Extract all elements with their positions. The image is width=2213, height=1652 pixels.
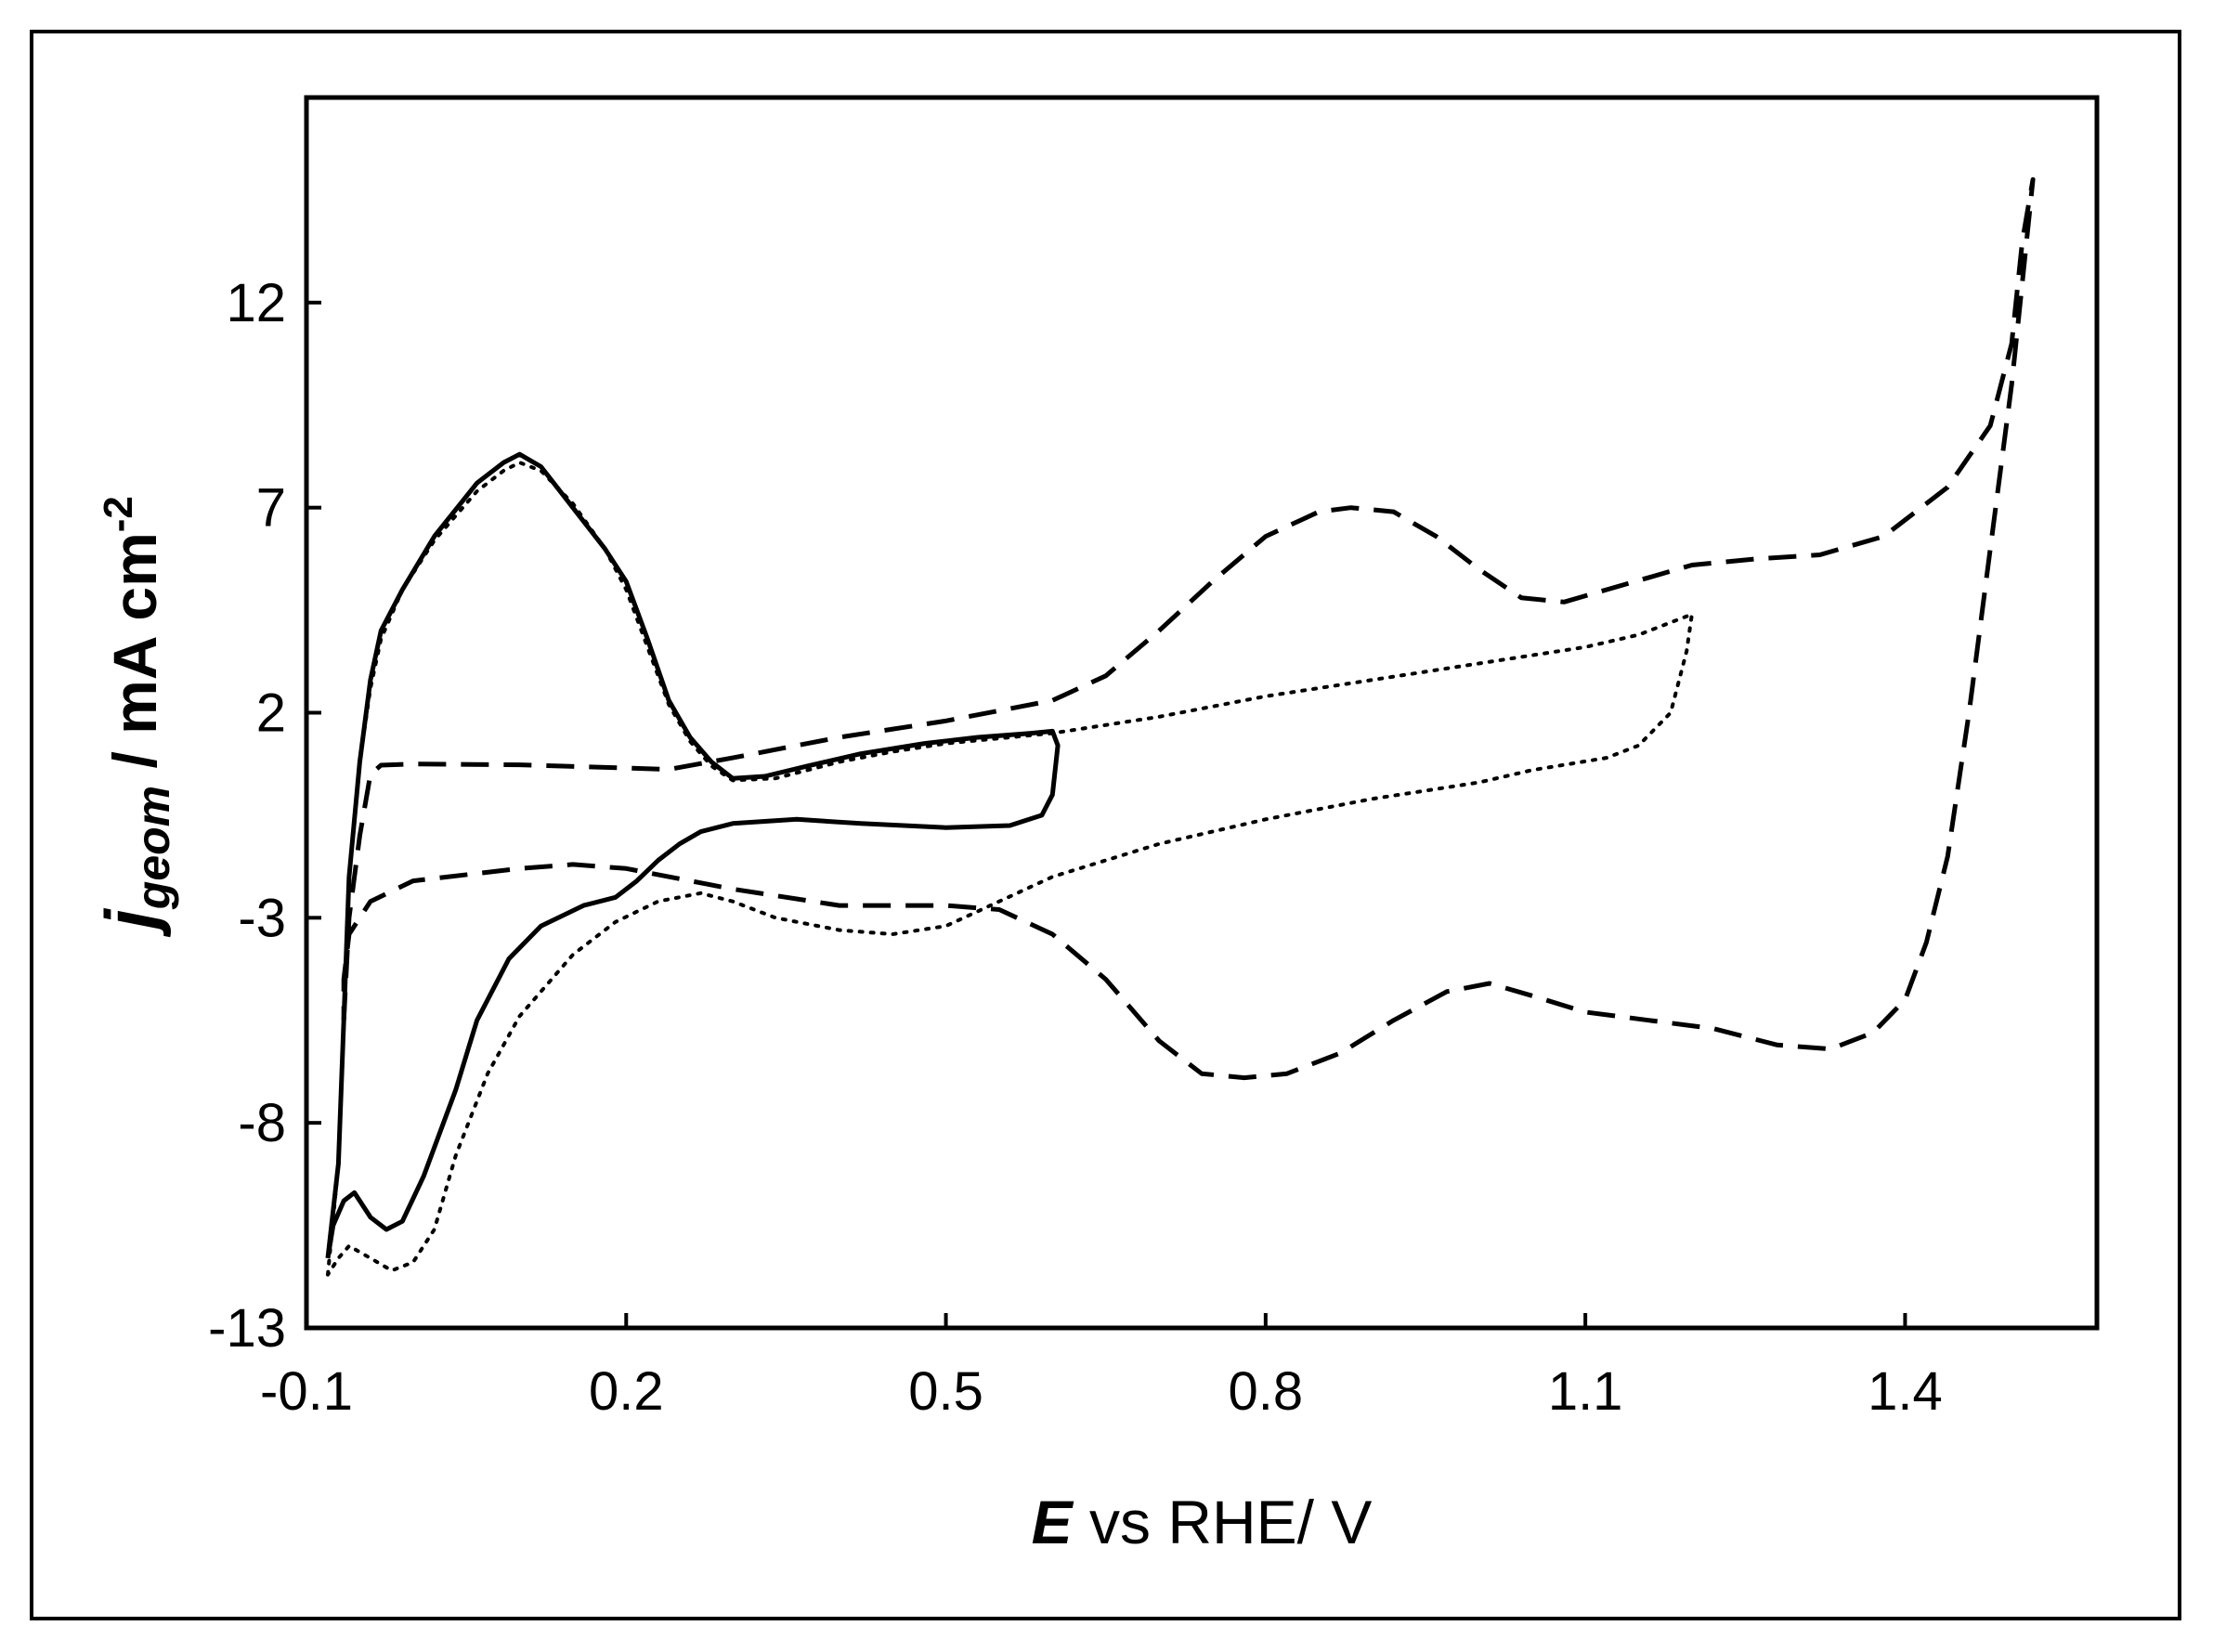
y-tick-label: -3 [238, 888, 286, 948]
y-tick-label: -8 [238, 1093, 286, 1153]
series-line-solid [325, 451, 1061, 1259]
y-axis-label-superscript: -2 [96, 496, 141, 532]
y-tick-label: -13 [208, 1298, 286, 1359]
series-layer [325, 176, 2036, 1277]
x-tick-label: -0.1 [260, 1361, 353, 1422]
x-tick-label: 0.5 [908, 1361, 983, 1422]
figure-frame [30, 30, 2181, 1620]
y-tick-label: 7 [256, 478, 286, 539]
x-axis-label-rest: vs RHE/ V [1073, 1488, 1373, 1556]
y-axis-label: jgeom / mA cm-2 [90, 496, 179, 938]
x-tick-label: 1.1 [1548, 1361, 1623, 1422]
y-axis-label-rest: / mA cm [100, 532, 169, 786]
y-tick-label: 2 [256, 683, 286, 744]
series-line-dotted [326, 461, 1694, 1277]
x-tick-label: 0.8 [1229, 1361, 1304, 1422]
y-axis-label-base: j [90, 908, 172, 938]
label-layer: -0.1 0.2 0.5 0.8 1.1 1.4 -13 -8 -3 2 7 12 [208, 273, 1943, 1422]
plot-area [304, 95, 2100, 1331]
tick-layer [305, 300, 1907, 1330]
x-axis-label-italic: E [1032, 1488, 1074, 1556]
y-axis-label-subscript: geom [127, 786, 179, 910]
series-line-dashed [341, 176, 2036, 1081]
x-tick-label: 0.2 [589, 1361, 664, 1422]
y-tick-label: 12 [226, 273, 286, 333]
x-tick-label: 1.4 [1868, 1361, 1943, 1422]
x-axis-label: E vs RHE/ V [1032, 1488, 1373, 1556]
